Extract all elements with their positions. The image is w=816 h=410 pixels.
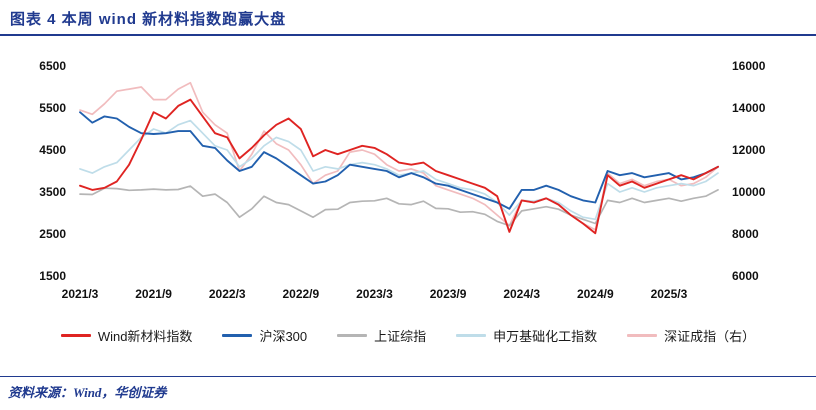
series-line-sw-basic-chemicals — [79, 119, 719, 221]
x-tick-label: 2024/9 — [577, 287, 614, 301]
series-line-csi300 — [79, 111, 719, 210]
series-line-sse-composite — [79, 185, 719, 227]
series-line-szse-component — [79, 81, 719, 231]
series-line-wind-new-materials — [79, 98, 719, 235]
x-tick-label: 2023/9 — [430, 287, 467, 301]
legend-swatch-sw-basic-chemicals — [456, 334, 487, 337]
legend-swatch-csi300 — [222, 334, 253, 337]
y-right-tick-label: 16000 — [732, 59, 766, 73]
x-tick-label: 2021/9 — [135, 287, 172, 301]
x-tick-label: 2025/3 — [651, 287, 688, 301]
y-right-tick-label: 8000 — [732, 227, 759, 241]
source-note: 资料来源：Wind，华创证券 — [0, 376, 816, 410]
y-left-tick-label: 5500 — [39, 101, 66, 115]
legend-item-szse-component: 深证成指（右） — [627, 326, 755, 345]
chart: 1500 2500 3500 4500 5500 6500 6000 8000 10000 120… — [0, 52, 816, 310]
y-left-tick-label: 1500 — [39, 269, 66, 283]
y-right-tick-label: 10000 — [732, 185, 766, 199]
legend-label: 深证成指（右） — [664, 329, 756, 344]
y-right-tick-label: 14000 — [732, 101, 766, 115]
legend-swatch-wind-new-materials — [60, 334, 91, 337]
x-tick-label: 2022/3 — [209, 287, 246, 301]
x-tick-label: 2023/3 — [356, 287, 393, 301]
y-left-tick-label: 4500 — [39, 143, 66, 157]
legend-item-sw-basic-chemicals: 申万基础化工指数 — [456, 326, 597, 345]
legend-item-sse-composite: 上证综指 — [337, 326, 426, 345]
chart-legend: Wind新材料指数 沪深300 上证综指 申万基础化工指数 深证成指（右） — [0, 326, 816, 345]
y-left-tick-label: 6500 — [39, 59, 66, 73]
legend-swatch-sse-composite — [337, 334, 368, 337]
x-tick-label: 2022/9 — [282, 287, 319, 301]
legend-item-wind-new-materials: Wind新材料指数 — [60, 326, 193, 345]
x-tick-label: 2021/3 — [62, 287, 99, 301]
y-left-tick-label: 2500 — [39, 227, 66, 241]
y-left-tick-label: 3500 — [39, 185, 66, 199]
legend-label: 申万基础化工指数 — [493, 329, 598, 344]
source-text: 资料来源：Wind，华创证券 — [8, 385, 167, 400]
legend-label: 上证综指 — [374, 329, 427, 344]
y-right-tick-label: 6000 — [732, 269, 759, 283]
legend-item-csi300: 沪深300 — [222, 326, 307, 345]
legend-swatch-szse-component — [627, 334, 658, 337]
y-right-tick-label: 12000 — [732, 143, 766, 157]
figure-title: 图表 4 本周 wind 新材料指数跑赢大盘 — [10, 11, 287, 28]
chart-canvas: 1500 2500 3500 4500 5500 6500 6000 8000 10000 120… — [39, 59, 766, 301]
legend-label: 沪深300 — [259, 329, 308, 344]
legend-label: Wind新材料指数 — [97, 329, 193, 344]
figure-header: 图表 4 本周 wind 新材料指数跑赢大盘 — [0, 0, 816, 36]
x-tick-label: 2024/3 — [503, 287, 540, 301]
